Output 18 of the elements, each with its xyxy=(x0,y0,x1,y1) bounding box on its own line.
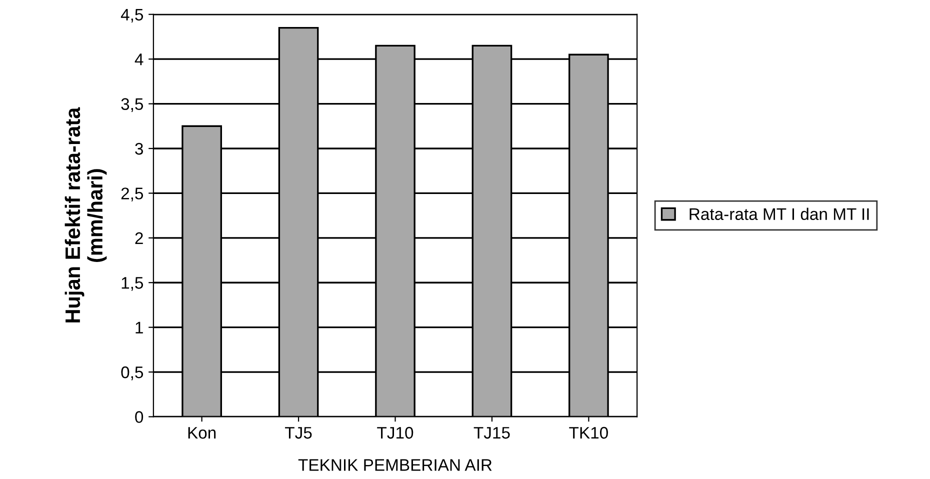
x-axis-title: TEKNIK PEMBERIAN AIR xyxy=(298,459,492,471)
y-tick-label: 3 xyxy=(135,142,143,155)
x-tick-label: TJ5 xyxy=(285,427,312,439)
y-tick-label: 3,5 xyxy=(121,98,144,112)
x-tick-label: Kon xyxy=(188,427,216,439)
legend-label: Rata-rata MT I dan MT II xyxy=(690,208,869,220)
y-tick-label: 2 xyxy=(135,232,143,244)
y-axis-title: Hujan Efektif rata-rata (mm/hari) xyxy=(64,107,107,322)
y-tick-label: 1,5 xyxy=(122,277,144,291)
y-tick-label: 4 xyxy=(134,54,144,66)
x-tick-label: TJ10 xyxy=(377,426,414,439)
x-tick-label: TJ15 xyxy=(474,427,510,439)
y-tick-label: 2,5 xyxy=(121,188,144,202)
x-tick-label: TK10 xyxy=(569,426,608,439)
y-tick-label: 1 xyxy=(136,322,143,334)
y-tick-label: 0 xyxy=(135,411,144,423)
y-tick-label: 4,5 xyxy=(120,8,144,23)
y-tick-label: 0,5 xyxy=(121,366,144,380)
